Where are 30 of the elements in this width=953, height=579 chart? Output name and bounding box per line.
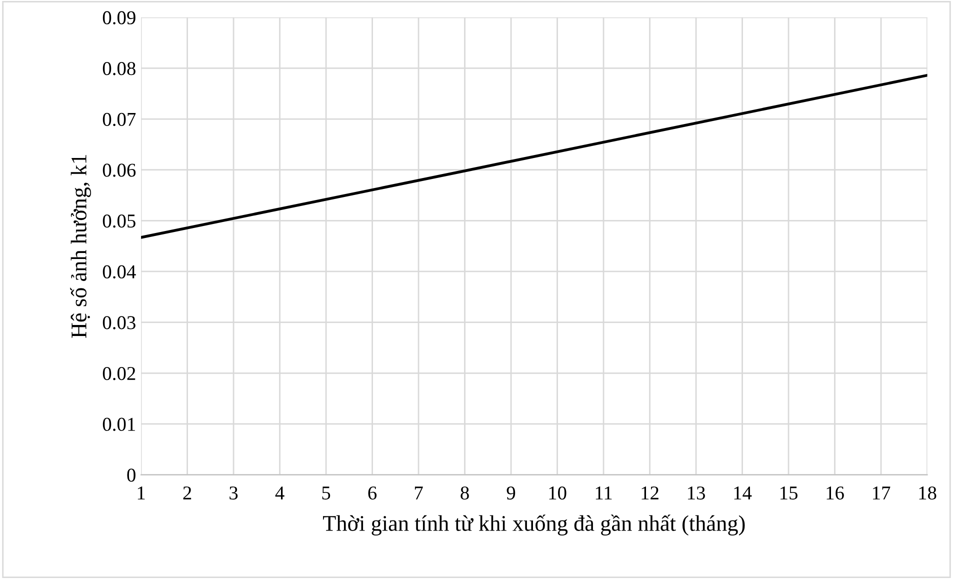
x-tick-label: 15 [780,486,798,500]
y-tick-label: 0.03 [102,316,136,330]
y-tick-label: 0.04 [102,265,136,279]
y-tick-label: 0.07 [102,112,136,126]
y-tick-label: 0.01 [102,418,136,431]
y-tick-label: 0.09 [102,11,136,24]
x-tick-label: 12 [642,486,658,500]
x-tick-label: 16 [826,486,844,500]
x-axis-title: Thời gian tính từ khi xuống đà gần nhất (tháng) [323,514,745,536]
y-tick-label: 0.08 [102,62,136,76]
x-tick-label: 5 [322,486,330,500]
x-tick-label: 2 [183,486,192,500]
y-tick-label: 0 [127,468,136,482]
y-tick-label: 0.05 [102,214,136,228]
y-tick-label: 0.02 [102,366,136,380]
x-tick-label: 18 [919,486,936,500]
x-tick-label: 1 [138,486,145,500]
x-tick-label: 9 [506,486,516,500]
x-tick-label: 13 [688,486,705,500]
x-tick-label: 7 [414,486,423,500]
x-tick-label: 11 [596,486,612,500]
x-tick-label: 8 [460,486,469,500]
y-tick-label: 0.06 [102,164,136,177]
x-tick-label: 3 [230,486,238,500]
x-tick-label: 6 [368,486,377,500]
x-tick-label: 4 [275,486,284,500]
x-tick-label: 17 [873,486,890,500]
y-axis-title: Hệ số ảnh hưởng, k1 [70,154,92,338]
x-tick-label: 10 [549,486,566,500]
x-tick-label: 14 [734,486,752,500]
